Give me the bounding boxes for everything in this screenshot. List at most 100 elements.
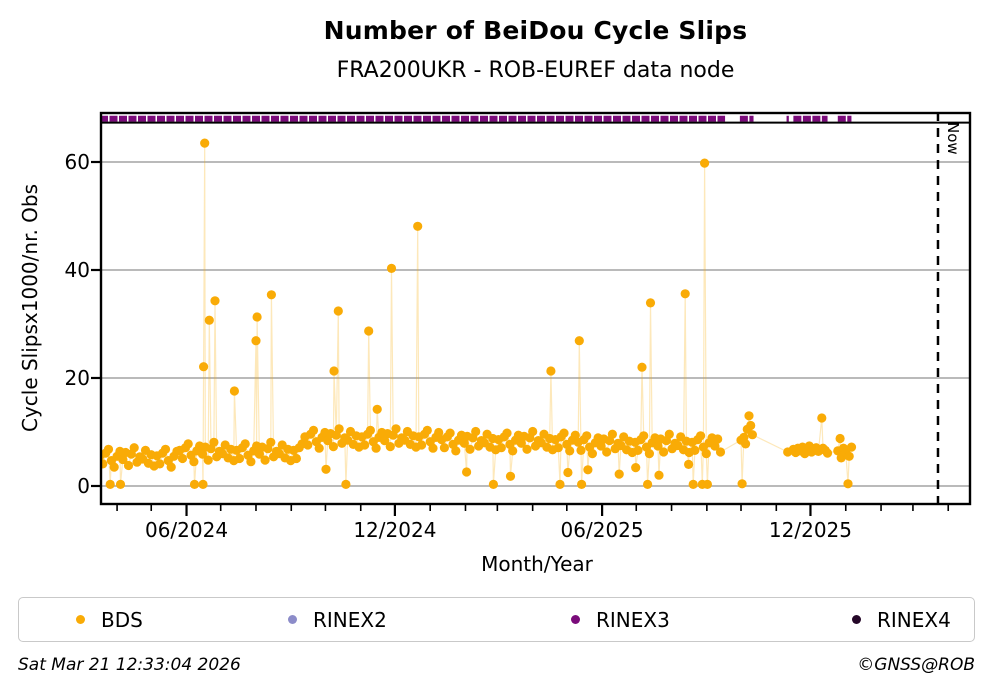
bds-point: [198, 479, 208, 489]
legend-label: RINEX2: [313, 607, 387, 632]
render-timestamp: Sat Mar 21 12:33:04 2026: [18, 655, 241, 675]
bds-point: [496, 443, 506, 453]
rinex3-dot-icon: [571, 615, 580, 624]
bds-point: [817, 413, 827, 423]
bds-point: [252, 312, 262, 322]
bds-point: [570, 430, 580, 440]
bds-point: [291, 453, 301, 464]
bds-point: [266, 290, 276, 300]
bds-point: [710, 441, 720, 451]
bds-point: [210, 296, 220, 306]
bds-point: [308, 425, 319, 435]
legend-item-rinex3: RINEX3: [571, 598, 670, 641]
bds-point: [197, 449, 208, 459]
bds-point: [328, 442, 338, 452]
bds-point: [700, 158, 710, 168]
bds-point: [200, 138, 210, 148]
bds-point: [565, 446, 575, 456]
bds-point: [209, 437, 219, 447]
bds-point: [713, 434, 723, 444]
legend-box: BDS RINEX2 RINEX3 RINEX4: [18, 597, 975, 642]
bds-point: [183, 439, 193, 449]
bds-point: [465, 444, 475, 454]
bds-point: [422, 425, 432, 435]
bds-point: [166, 462, 176, 472]
bds-point: [741, 439, 751, 449]
bds-point: [508, 446, 518, 456]
bds-point: [747, 430, 758, 440]
bds-point: [553, 443, 563, 453]
bds-point: [123, 460, 134, 471]
x-tick-label: 12/2024: [353, 518, 437, 542]
bds-point: [100, 459, 108, 469]
bds-point: [434, 427, 444, 438]
bds-point: [602, 447, 612, 457]
bds-point: [737, 479, 747, 489]
y-tick-label: 60: [64, 150, 90, 174]
legend-item-rinex4: RINEX4: [852, 598, 951, 641]
bds-point: [246, 457, 256, 467]
bds-point: [413, 221, 423, 231]
legend-item-bds: BDS: [76, 598, 143, 641]
bds-point: [577, 479, 587, 489]
bds-point: [522, 444, 532, 454]
bds-point: [715, 447, 726, 457]
rinex4-dot-icon: [852, 615, 861, 624]
bds-point: [614, 469, 624, 479]
bds-point: [596, 441, 606, 451]
bds-point: [582, 431, 592, 441]
x-axis-label: Month/Year: [481, 552, 593, 576]
bds-point: [846, 442, 857, 452]
bds-point: [680, 289, 690, 299]
bds-point: [653, 441, 663, 451]
bds-point: [633, 445, 643, 455]
bds-point: [380, 436, 390, 446]
bds-point: [203, 455, 213, 465]
chart-subtitle: FRA200UKR - ROB-EUREF data node: [336, 58, 735, 83]
bds-point: [690, 445, 700, 455]
bds-point: [546, 366, 556, 376]
bds-point: [321, 464, 331, 474]
bds-point: [341, 479, 351, 489]
bds-point: [607, 429, 617, 439]
bds-point: [118, 454, 128, 465]
bds-point: [843, 479, 853, 489]
bds-point: [177, 453, 188, 464]
bds-point: [303, 440, 313, 450]
bds-point: [688, 479, 698, 489]
plot-frame: [99, 111, 972, 506]
bds-point: [502, 428, 512, 438]
bds-point: [516, 438, 526, 448]
bds-point: [664, 429, 674, 439]
bds-point: [103, 444, 114, 454]
bds-point: [334, 424, 344, 434]
bds-point: [654, 470, 664, 480]
bds-point: [631, 463, 641, 473]
rinex2-dot-icon: [288, 615, 297, 624]
bds-point: [109, 462, 119, 472]
bds-point: [155, 459, 165, 469]
bds-point: [645, 298, 656, 308]
bds-point: [266, 437, 276, 447]
bds-point: [189, 457, 199, 467]
y-tick-label: 20: [64, 365, 90, 390]
bds-point: [505, 471, 516, 481]
copyright-credit: ©GNSS@ROB: [857, 655, 975, 675]
bds-point: [428, 443, 438, 453]
bds-point: [451, 446, 461, 456]
x-tick-label: 12/2025: [768, 518, 852, 542]
x-tick-label: 06/2024: [144, 518, 229, 542]
bds-point: [644, 449, 655, 459]
bds-point: [372, 404, 382, 414]
bds-point: [746, 420, 756, 431]
bds-point: [129, 443, 139, 453]
bds-point: [643, 479, 653, 489]
bds-point: [251, 336, 261, 346]
bds-point: [323, 436, 333, 446]
bds-point: [639, 431, 649, 441]
plot-canvas: [91, 111, 972, 516]
bds-point: [229, 386, 239, 396]
bds-dot-icon: [76, 615, 85, 624]
bds-point: [189, 479, 200, 489]
bds-point: [360, 440, 370, 450]
